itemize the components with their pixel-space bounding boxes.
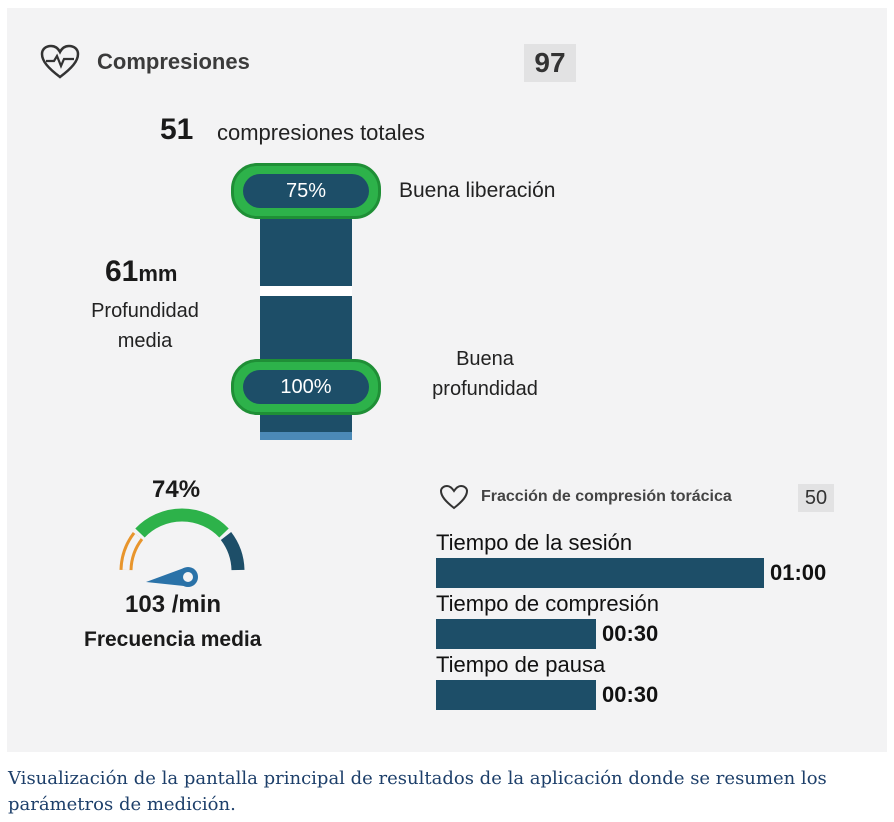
good-depth-label-line1: Buena <box>456 348 514 370</box>
mean-depth: 61mm <box>105 255 178 289</box>
compressions-score-badge: 97 <box>524 44 576 82</box>
rate-gauge <box>112 506 252 596</box>
compressions-title: Compresiones <box>97 49 250 74</box>
fraction-bar-value: 00:30 <box>602 621 659 646</box>
depth-target-marker <box>260 286 352 296</box>
figure-caption: Visualización de la pantalla principal d… <box>8 768 827 815</box>
rate-label: Frecuencia media <box>84 628 262 651</box>
depth-pill: 100% <box>231 359 381 415</box>
fraction-bar <box>436 680 596 710</box>
total-compressions-count: 51 <box>160 113 194 146</box>
needle-icon <box>146 567 198 587</box>
good-depth-percent: 100% <box>243 370 369 404</box>
mean-depth-label: Profundidad media <box>70 296 220 356</box>
good-depth-label: Buena profundidad <box>415 344 555 404</box>
fraction-bar-label: Tiempo de pausa <box>436 652 606 677</box>
heart-pulse-icon <box>40 44 80 80</box>
release-label: Buena liberación <box>399 179 556 202</box>
rate-value: 103 /min <box>125 591 222 618</box>
fraction-score-badge: 50 <box>798 484 834 512</box>
heart-icon <box>439 484 469 510</box>
mean-depth-value: 61 <box>105 255 139 288</box>
fraction-bar-label: Tiempo de compresión <box>436 591 659 616</box>
release-percent: 75% <box>243 174 369 208</box>
total-compressions-label: compresiones totales <box>217 120 425 145</box>
mean-depth-label-line2: media <box>117 330 173 352</box>
depth-column-bottom <box>260 432 352 440</box>
fraction-bar-label: Tiempo de la sesión <box>436 530 633 555</box>
mean-depth-label-line1: Profundidad <box>91 300 199 322</box>
fraction-bar-value: 00:30 <box>602 682 659 707</box>
fraction-bar <box>436 558 764 588</box>
results-panel: Compresiones 97 51 compresiones totales … <box>7 8 887 752</box>
rate-percent: 74% <box>152 476 201 503</box>
release-pill: 75% <box>231 163 381 219</box>
good-depth-label-line2: profundidad <box>432 378 538 400</box>
fraction-bar-value: 01:00 <box>770 560 827 585</box>
fraction-bar <box>436 619 596 649</box>
fraction-title: Fracción de compresión torácica <box>481 488 732 505</box>
mean-depth-unit: mm <box>138 261 178 286</box>
